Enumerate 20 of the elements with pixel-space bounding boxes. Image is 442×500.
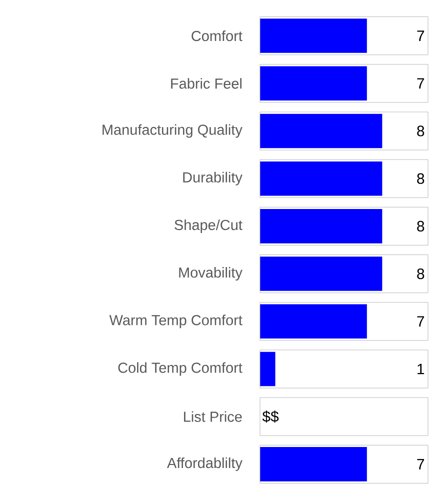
y-tick-label: Comfort (192, 30, 242, 42)
y-tick-label: Manufacturing Quality (102, 124, 242, 138)
data-label: 8 (417, 220, 424, 232)
y-tick-label: Cold Temp Comfort (118, 362, 242, 376)
data-label: 7 (417, 30, 424, 41)
data-label: 7 (417, 316, 424, 327)
y-tick-label: Movability (179, 267, 242, 281)
y-tick-label: List Price (184, 411, 242, 422)
data-label: 8 (417, 126, 424, 136)
y-tick-label: Durability (183, 172, 242, 186)
data-label: 8 (417, 173, 424, 184)
y-tick-label: Shape/Cut (174, 219, 242, 233)
data-label: 1 (418, 364, 424, 374)
data-label: 8 (417, 268, 424, 280)
y-tick-label: Fabric Feel (171, 78, 242, 89)
data-label: 7 (417, 459, 424, 470)
y-tick-label: Affordablilty (167, 457, 242, 471)
data-label: 7 (417, 78, 424, 89)
y-tick-label: Warm Temp Comfort (109, 314, 242, 328)
text: $$ (262, 410, 279, 423)
